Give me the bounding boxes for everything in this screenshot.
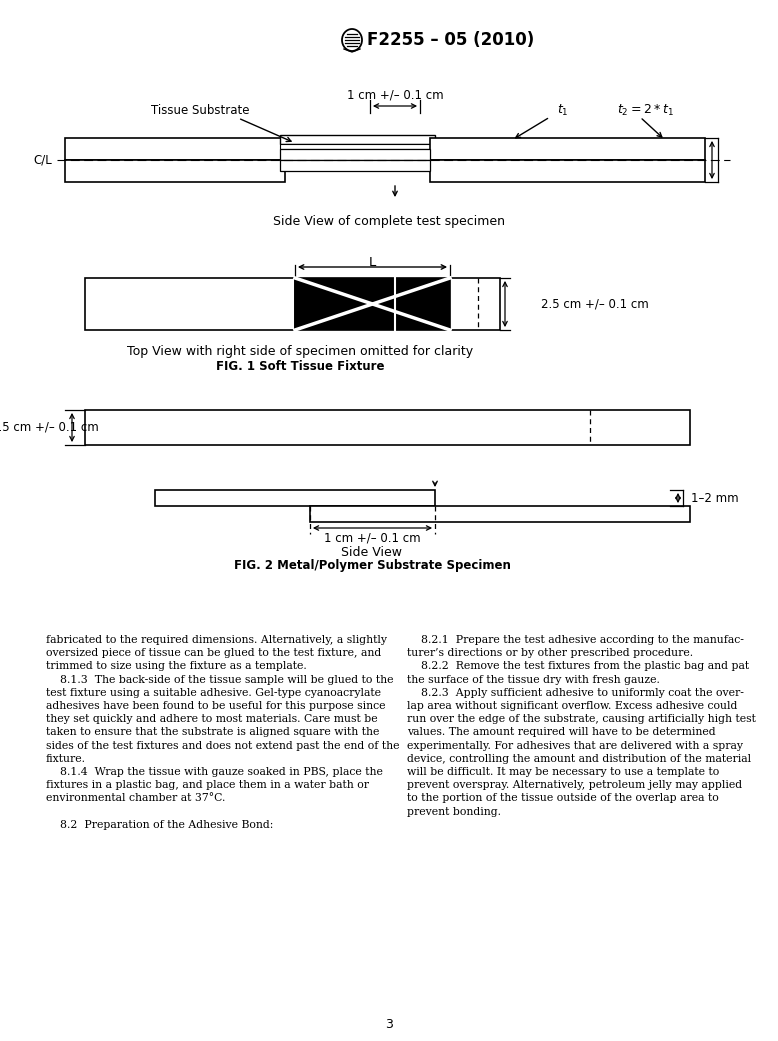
Text: 8.1.3  The back-side of the tissue sample will be glued to the: 8.1.3 The back-side of the tissue sample… bbox=[46, 675, 394, 685]
Text: prevent overspray. Alternatively, petroleum jelly may applied: prevent overspray. Alternatively, petrol… bbox=[407, 780, 742, 790]
Text: 1 cm +/– 0.1 cm: 1 cm +/– 0.1 cm bbox=[347, 88, 443, 102]
Text: Side View: Side View bbox=[342, 545, 402, 559]
Text: taken to ensure that the substrate is aligned square with the: taken to ensure that the substrate is al… bbox=[46, 728, 380, 737]
Text: run over the edge of the substrate, causing artificially high test: run over the edge of the substrate, caus… bbox=[407, 714, 756, 725]
Ellipse shape bbox=[342, 29, 362, 51]
Text: trimmed to size using the fixture as a template.: trimmed to size using the fixture as a t… bbox=[46, 661, 307, 671]
Text: device, controlling the amount and distribution of the material: device, controlling the amount and distr… bbox=[407, 754, 751, 764]
Text: test fixture using a suitable adhesive. Gel-type cyanoacrylate: test fixture using a suitable adhesive. … bbox=[46, 688, 381, 697]
Text: values. The amount required will have to be determined: values. The amount required will have to… bbox=[407, 728, 716, 737]
Bar bbox=[450, 278, 500, 330]
Text: 1–2 mm: 1–2 mm bbox=[691, 491, 739, 505]
Text: sides of the test fixtures and does not extend past the end of the: sides of the test fixtures and does not … bbox=[46, 740, 399, 751]
Text: C/L: C/L bbox=[33, 153, 52, 167]
Text: FIG. 2 Metal/Polymer Substrate Specimen: FIG. 2 Metal/Polymer Substrate Specimen bbox=[233, 559, 510, 572]
Text: FIG. 1 Soft Tissue Fixture: FIG. 1 Soft Tissue Fixture bbox=[216, 359, 384, 373]
Text: to the portion of the tissue outside of the overlap area to: to the portion of the tissue outside of … bbox=[407, 793, 719, 804]
Text: will be difficult. It may be necessary to use a template to: will be difficult. It may be necessary t… bbox=[407, 767, 719, 777]
Text: $t_1$: $t_1$ bbox=[557, 102, 569, 118]
Text: $t_2=2*t_1$: $t_2=2*t_1$ bbox=[616, 102, 674, 118]
Text: Tissue Substrate: Tissue Substrate bbox=[151, 103, 249, 117]
Text: Top View with right side of specimen omitted for clarity: Top View with right side of specimen omi… bbox=[127, 346, 473, 358]
Bar bbox=[430, 160, 705, 182]
Text: 2.5 cm +/– 0.1 cm: 2.5 cm +/– 0.1 cm bbox=[0, 421, 99, 433]
Text: 8.2.3  Apply sufficient adhesive to uniformly coat the over-: 8.2.3 Apply sufficient adhesive to unifo… bbox=[407, 688, 744, 697]
Text: Side View of complete test specimen: Side View of complete test specimen bbox=[273, 215, 505, 229]
Bar bbox=[310, 506, 690, 522]
Bar bbox=[280, 144, 435, 149]
Bar bbox=[280, 160, 430, 171]
Text: 8.1.4  Wrap the tissue with gauze soaked in PBS, place the: 8.1.4 Wrap the tissue with gauze soaked … bbox=[46, 767, 383, 777]
Text: the surface of the tissue dry with fresh gauze.: the surface of the tissue dry with fresh… bbox=[407, 675, 660, 685]
Text: they set quickly and adhere to most materials. Care must be: they set quickly and adhere to most mate… bbox=[46, 714, 377, 725]
Text: 8.2.2  Remove the test fixtures from the plastic bag and pat: 8.2.2 Remove the test fixtures from the … bbox=[407, 661, 749, 671]
Text: 8.2.1  Prepare the test adhesive according to the manufac-: 8.2.1 Prepare the test adhesive accordin… bbox=[407, 635, 744, 645]
Bar bbox=[295, 278, 450, 330]
Bar bbox=[85, 278, 295, 330]
Bar bbox=[280, 135, 435, 144]
Text: experimentally. For adhesives that are delivered with a spray: experimentally. For adhesives that are d… bbox=[407, 740, 743, 751]
Text: fixtures in a plastic bag, and place them in a water bath or: fixtures in a plastic bag, and place the… bbox=[46, 780, 369, 790]
Text: 3: 3 bbox=[385, 1018, 393, 1032]
Text: 8.2  Preparation of the Adhesive Bond:: 8.2 Preparation of the Adhesive Bond: bbox=[46, 820, 273, 830]
Text: prevent bonding.: prevent bonding. bbox=[407, 807, 501, 816]
Text: oversized piece of tissue can be glued to the test fixture, and: oversized piece of tissue can be glued t… bbox=[46, 649, 381, 658]
Text: turer’s directions or by other prescribed procedure.: turer’s directions or by other prescribe… bbox=[407, 649, 693, 658]
Bar bbox=[85, 410, 690, 445]
Text: fixture.: fixture. bbox=[46, 754, 86, 764]
Bar bbox=[430, 138, 705, 160]
Text: environmental chamber at 37°C.: environmental chamber at 37°C. bbox=[46, 793, 226, 804]
Text: L: L bbox=[368, 255, 376, 269]
Text: fabricated to the required dimensions. Alternatively, a slightly: fabricated to the required dimensions. A… bbox=[46, 635, 387, 645]
Text: F2255 – 05 (2010): F2255 – 05 (2010) bbox=[367, 31, 534, 49]
Text: 1 cm +/– 0.1 cm: 1 cm +/– 0.1 cm bbox=[324, 532, 420, 544]
Text: adhesives have been found to be useful for this purpose since: adhesives have been found to be useful f… bbox=[46, 701, 386, 711]
Bar bbox=[65, 138, 285, 160]
Bar bbox=[65, 160, 285, 182]
Bar bbox=[280, 149, 430, 160]
Text: lap area without significant overflow. Excess adhesive could: lap area without significant overflow. E… bbox=[407, 701, 738, 711]
Bar bbox=[155, 490, 435, 506]
Text: 2.5 cm +/– 0.1 cm: 2.5 cm +/– 0.1 cm bbox=[541, 298, 649, 310]
